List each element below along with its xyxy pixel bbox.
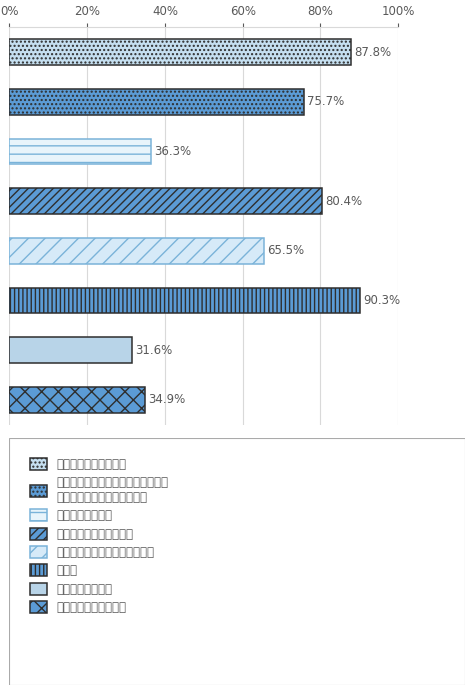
Legend: コンビニエンスストア, 食料品店（スーパーマーケット・ド
ラッグストア（薇局）など）, かかりつけの病院, 公民館・小学校・保育園, 金融機関（銀行・ＡＴＭなど: コンビニエンスストア, 食料品店（スーパーマーケット・ド ラッグストア（薇局）な… [25, 451, 174, 620]
Bar [9, 337, 132, 363]
Text: 34.9%: 34.9% [148, 393, 185, 406]
Bar [9, 238, 264, 264]
Text: 31.6%: 31.6% [136, 344, 173, 357]
Text: 75.7%: 75.7% [307, 95, 344, 108]
Bar [9, 188, 322, 214]
Text: 65.5%: 65.5% [267, 245, 304, 258]
Bar [9, 288, 360, 314]
Bar [9, 387, 145, 413]
Bar [9, 39, 351, 65]
Text: 36.3%: 36.3% [154, 145, 191, 158]
Text: 90.3%: 90.3% [364, 294, 401, 307]
Bar [9, 138, 151, 164]
Text: 80.4%: 80.4% [325, 195, 362, 208]
Text: 87.8%: 87.8% [354, 46, 391, 59]
Bar [9, 89, 304, 115]
